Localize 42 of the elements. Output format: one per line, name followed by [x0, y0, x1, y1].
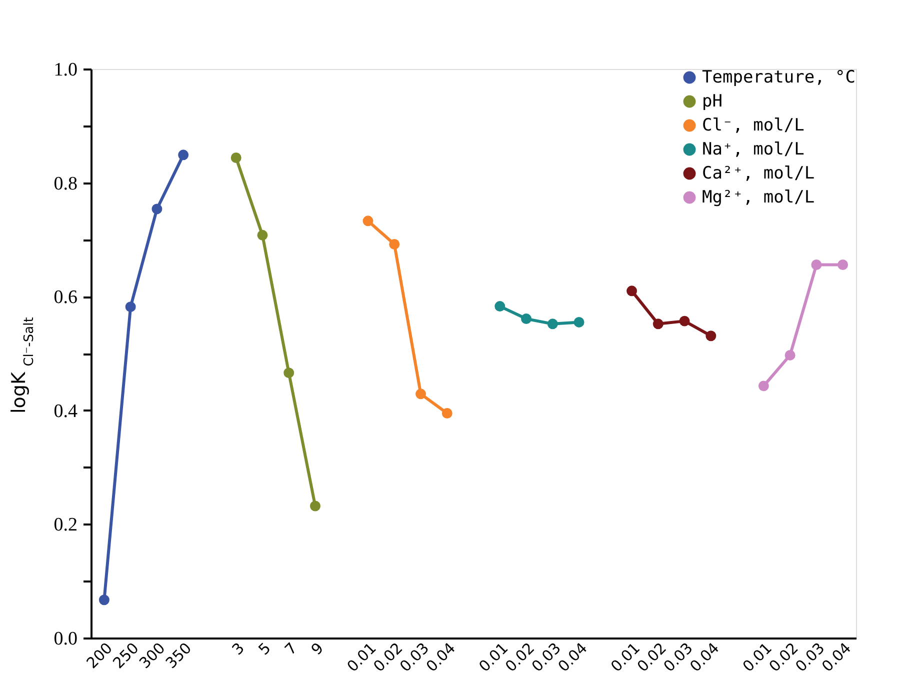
- x-tick-label: 3: [228, 639, 248, 659]
- y-tick-label: 0.2: [54, 514, 78, 536]
- point: [838, 260, 848, 270]
- point: [98, 594, 110, 606]
- legend-label: Na⁺, mol/L: [702, 140, 804, 160]
- y-tick-label: 1.0: [54, 60, 78, 80]
- point: [284, 368, 294, 378]
- point: [574, 316, 584, 328]
- point: [125, 302, 136, 312]
- x-tick-label: 5: [254, 639, 274, 659]
- point: [494, 301, 506, 312]
- y-tick-label: 0.6: [54, 287, 78, 308]
- point: [230, 152, 242, 163]
- point: [547, 318, 558, 330]
- point: [626, 286, 638, 296]
- point: [758, 380, 769, 392]
- legend-label: Temperature, °C: [702, 68, 856, 88]
- point: [257, 230, 268, 240]
- point: [652, 318, 664, 330]
- point: [706, 330, 716, 342]
- y-tick-label: 0.8: [54, 173, 78, 194]
- point: [362, 216, 374, 226]
- point: [442, 408, 452, 418]
- point: [784, 350, 796, 360]
- legend-label: Ca²⁺, mol/L: [702, 164, 815, 184]
- legend-label: Cl⁻, mol/L: [702, 116, 804, 136]
- point: [415, 388, 426, 400]
- x-tick-label: 7: [281, 639, 301, 659]
- point: [389, 239, 400, 250]
- point: [811, 260, 822, 270]
- point: [521, 314, 532, 324]
- point: [152, 204, 162, 214]
- point: [310, 500, 320, 512]
- legend-label: pH: [702, 92, 722, 112]
- x-tick-label: 350: [162, 639, 196, 672]
- point: [178, 150, 189, 160]
- x-tick-label: 9: [308, 639, 328, 659]
- y-tick-label: 0.0: [54, 628, 78, 650]
- y-axis-title: logKCl⁻-Salt: [8, 317, 37, 414]
- legend-label: Mg²⁺, mol/L: [702, 188, 815, 208]
- y-tick-label: 0.4: [54, 400, 78, 422]
- point: [679, 316, 690, 326]
